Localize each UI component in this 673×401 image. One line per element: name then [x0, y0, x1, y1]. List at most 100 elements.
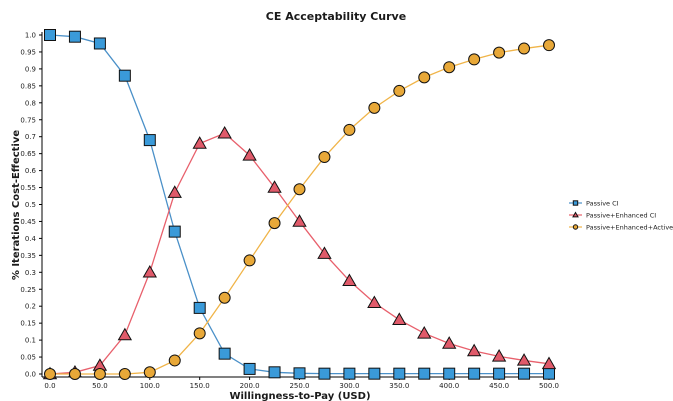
- series-2: [42, 125, 557, 380]
- data-point: [543, 367, 555, 380]
- data-point: [491, 349, 507, 362]
- y-tick-label: 0.55: [20, 184, 36, 192]
- series-line: [49, 34, 549, 375]
- data-point: [292, 214, 307, 227]
- x-tick-label: 50.0: [92, 382, 108, 390]
- data-point: [443, 61, 456, 74]
- x-tick-label: 450.0: [489, 382, 509, 390]
- x-tick-label: 350.0: [389, 382, 409, 390]
- y-tick-label: 0.95: [20, 48, 36, 56]
- data-point: [318, 151, 331, 164]
- y-tick-label: 0.3: [25, 269, 36, 277]
- data-point: [368, 101, 381, 114]
- legend-marker: [572, 211, 579, 218]
- data-point: [44, 29, 56, 41]
- data-point: [93, 368, 106, 380]
- y-tick-label: 0.2: [25, 303, 36, 311]
- data-point: [93, 37, 106, 50]
- data-point: [44, 368, 56, 380]
- data-point: [518, 367, 531, 380]
- data-point: [493, 46, 506, 59]
- data-point: [543, 39, 555, 52]
- legend-label: Passive+Enhanced+Active CI: [586, 223, 673, 231]
- data-point: [466, 343, 482, 357]
- legend-label: Passive CI: [586, 199, 619, 207]
- data-point: [68, 368, 81, 380]
- data-point: [468, 367, 481, 380]
- y-tick-label: 0.8: [25, 99, 36, 107]
- legend-marker: [572, 224, 579, 230]
- data-point: [193, 301, 206, 314]
- series-line: [50, 44, 550, 375]
- data-point: [242, 148, 257, 161]
- data-point: [468, 53, 481, 66]
- y-tick-label: 0.4: [25, 235, 37, 243]
- x-tick-label: 200.0: [240, 382, 260, 390]
- data-point: [516, 353, 532, 366]
- x-tick-label: 300.0: [339, 382, 359, 390]
- series-3: [44, 39, 555, 380]
- x-tick-label: 500.0: [539, 382, 559, 390]
- legend-item: Passive CI: [569, 199, 619, 207]
- data-point: [117, 327, 133, 341]
- data-point: [167, 185, 182, 198]
- y-tick-label: 0.9: [25, 65, 36, 73]
- data-point: [118, 368, 131, 380]
- data-point: [442, 336, 457, 349]
- data-point: [168, 225, 181, 238]
- data-point: [318, 367, 331, 380]
- data-point: [293, 183, 306, 196]
- data-point: [393, 84, 406, 97]
- data-point: [417, 325, 432, 339]
- y-tick-label: 0.05: [20, 354, 36, 362]
- data-point: [143, 134, 156, 147]
- x-tick-label: 400.0: [439, 382, 459, 390]
- chart-title: CE Acceptability Curve: [266, 10, 406, 23]
- data-point: [218, 291, 231, 304]
- data-point: [143, 366, 156, 379]
- data-point: [317, 246, 332, 259]
- data-point: [68, 30, 81, 43]
- x-tick-label: 100.0: [140, 382, 160, 390]
- y-tick-label: 1.0: [25, 32, 36, 40]
- legend-label: Passive+Enhanced CI: [586, 211, 656, 219]
- y-axis-title: % Iterations Cost-Effective: [11, 130, 22, 281]
- axis-ticks: 0.0 0.05 0.1 0.15 0.2 0.25 0.3 0.35 0.4 0.45 0.5 0.…: [20, 32, 559, 391]
- y-tick-label: 0.0: [25, 371, 36, 379]
- y-tick-label: 0.7: [25, 133, 36, 141]
- y-tick-label: 0.15: [20, 320, 36, 328]
- series-group: [42, 29, 557, 380]
- data-point: [217, 125, 232, 139]
- data-point: [541, 356, 557, 370]
- data-point: [367, 295, 382, 309]
- data-point: [268, 217, 281, 230]
- data-point: [243, 362, 256, 375]
- x-tick-label: 0.0: [44, 382, 55, 390]
- data-point: [418, 367, 431, 380]
- data-point: [493, 367, 506, 380]
- legend-item: Passive+Enhanced CI: [569, 211, 656, 219]
- data-point: [443, 367, 456, 380]
- x-tick-label: 150.0: [190, 382, 210, 390]
- y-tick-label: 0.6: [25, 167, 37, 175]
- y-tick-label: 0.75: [20, 116, 36, 124]
- x-axis-title: Willingness-to-Pay (USD): [229, 391, 370, 401]
- y-tick-label: 0.25: [20, 286, 36, 294]
- y-tick-label: 0.35: [20, 252, 36, 260]
- series-1: [44, 29, 555, 380]
- legend: Passive CI Passive+Enhanced CI Passive+Enh…: [569, 199, 673, 231]
- data-point: [243, 254, 256, 267]
- legend-item: Passive+Enhanced+Active CI: [569, 223, 673, 231]
- data-point: [142, 264, 157, 278]
- data-point: [218, 347, 231, 360]
- data-point: [118, 69, 131, 82]
- data-point: [418, 71, 431, 84]
- y-tick-label: 0.65: [20, 150, 36, 158]
- data-point: [193, 327, 206, 340]
- x-tick-label: 250.0: [289, 382, 309, 390]
- data-point: [392, 312, 407, 326]
- y-tick-label: 0.85: [20, 82, 36, 90]
- y-tick-label: 0.45: [20, 218, 36, 226]
- y-tick-label: 0.1: [25, 337, 36, 345]
